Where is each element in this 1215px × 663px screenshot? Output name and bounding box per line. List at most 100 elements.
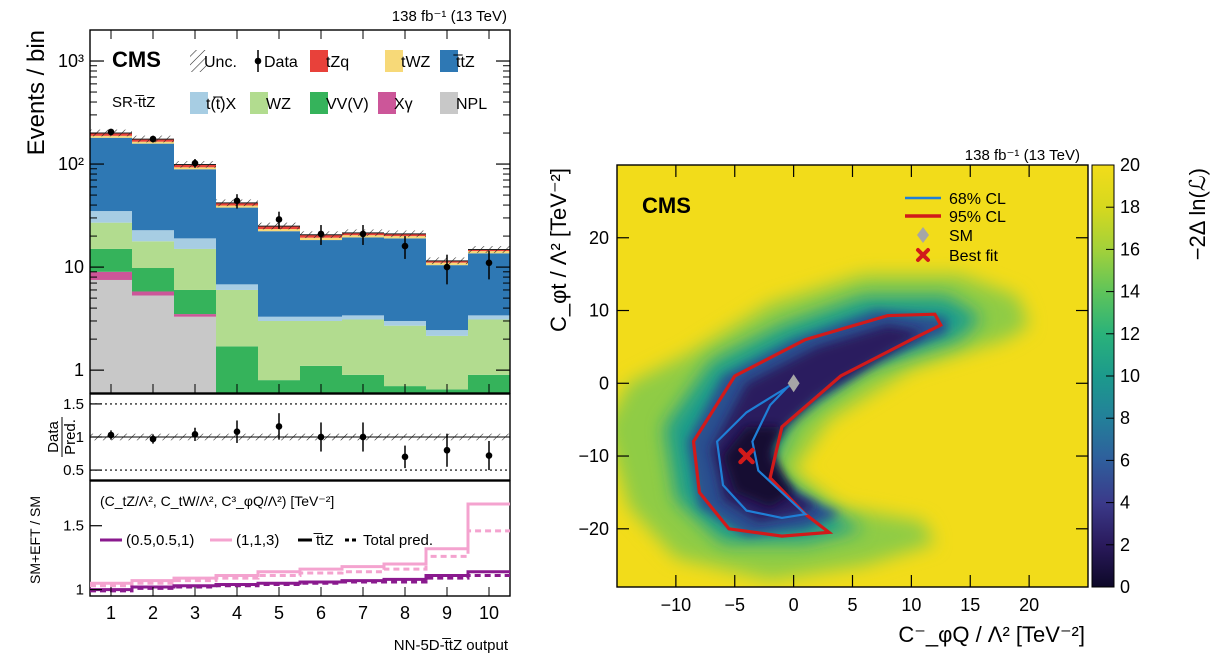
- ratio-point: [275, 423, 283, 430]
- eft-legend-label: (0.5,0.5,1): [126, 532, 194, 549]
- map-y-tick-label: 20: [589, 228, 609, 248]
- eft-header: (C_tZ/Λ², C_tW/Λ², C³_φQ/Λ²) [TeV⁻²]: [100, 493, 334, 509]
- eft-x-tick-label: 8: [400, 603, 410, 623]
- hist-bar-t(t̅)X: [216, 284, 258, 290]
- map-y-tick-label: −10: [578, 446, 609, 466]
- ratio-point: [317, 433, 325, 441]
- eft-y-axis-label: SM+EFT / SM: [27, 496, 43, 584]
- hist-data-point: [359, 230, 367, 238]
- hist-data-point: [485, 259, 493, 267]
- hist-y-tick-label: 10²: [58, 154, 84, 174]
- hist-bar-t̅tZ: [174, 169, 216, 239]
- legend-label: VV(V): [326, 96, 369, 113]
- colorbar-tick-label: 18: [1120, 197, 1140, 217]
- ratio-point: [359, 433, 367, 441]
- eft-legend-label: Total pred.: [363, 532, 433, 549]
- hist-bar-NPL: [90, 279, 132, 393]
- hist-bar-tWZ: [258, 229, 300, 232]
- legend-swatch-t̅tZ: [440, 50, 458, 72]
- legend-label: Data: [264, 54, 298, 71]
- colorbar-tick-label: 4: [1120, 493, 1130, 513]
- legend-label: tWZ: [401, 54, 431, 71]
- hist-bar-t(t̅)X: [468, 315, 510, 320]
- ratio-y-tick-label: 1.5: [63, 396, 84, 413]
- eft-x-tick-label: 2: [148, 603, 158, 623]
- hist-data-point: [233, 197, 241, 205]
- hist-data-point: [317, 230, 325, 238]
- eft-step-lines: [90, 502, 510, 593]
- map-x-tick-label: 5: [847, 595, 857, 615]
- eft-x-tick-label: 3: [190, 603, 200, 623]
- map-legend-label: Best fit: [949, 248, 998, 265]
- map-legend-cross: [916, 248, 930, 262]
- hist-bar-t̅tZ: [132, 143, 174, 231]
- map-lumi-label: 138 fb⁻¹ (13 TeV): [965, 147, 1080, 164]
- eft-x-tick-label: 6: [316, 603, 326, 623]
- main-histogram: 138 fb⁻¹ (13 TeV) 1 10 10² 10³ Events / bin…: [23, 8, 511, 394]
- sm-marker: [787, 374, 800, 393]
- hist-bar-NPL: [174, 316, 216, 393]
- eft-x-tick-label: 9: [442, 603, 452, 623]
- colorbar-label: −2Δ ln(ℒ): [1185, 168, 1210, 260]
- map-x-axis: −10 −5 0 5 10 15 20: [661, 165, 1039, 615]
- ratio-y-axis: 0.5 1 1.5: [63, 396, 102, 479]
- hist-legend: CMS SR-t̅tZ Unc. Data tZq tWZ t̅tZ t(t̅)X WZ VV…: [112, 47, 487, 114]
- hist-frame: [89, 29, 511, 394]
- eft-x-axis: 1 2 3 4 5 6 7 8 9 10: [106, 587, 499, 623]
- hist-bar-WZ: [258, 320, 300, 381]
- hist-bar-VV(V): [468, 374, 510, 393]
- ratio-panel: 0.5 1 1.5 Data Pred.: [45, 393, 511, 481]
- hist-bar-t(t̅)X: [90, 211, 132, 223]
- ratio-point: [107, 431, 115, 439]
- legend-label: Xγ: [394, 96, 413, 113]
- hist-data-point: [191, 159, 199, 167]
- hist-bar-t(t̅)X: [174, 238, 216, 249]
- map-legend-diamond: [917, 227, 929, 243]
- hist-bar-NPL: [132, 295, 174, 393]
- hist-bar-WZ: [384, 325, 426, 387]
- legend-label: Unc.: [204, 54, 237, 71]
- map-x-tick-label: 10: [901, 595, 921, 615]
- hist-bar-t(t̅)X: [300, 316, 342, 321]
- map-x-tick-label: 15: [960, 595, 980, 615]
- map-x-tick-label: −5: [724, 595, 745, 615]
- eft-y-tick-label: 1: [76, 582, 84, 599]
- hist-data-point: [401, 242, 409, 250]
- ratio-point: [401, 453, 409, 461]
- eft-x-tick-label: 10: [479, 603, 499, 623]
- hist-bar-Xγ: [90, 271, 132, 280]
- legend-label: t̅tZ: [453, 54, 475, 71]
- map-x-tick-label: −10: [661, 595, 692, 615]
- hist-data-points: [107, 128, 493, 285]
- contour-68-cl: [715, 380, 808, 520]
- ratio-ylabel-bottom: Pred.: [62, 419, 79, 455]
- hist-bar-WZ: [426, 335, 468, 390]
- map-y-tick-label: 0: [599, 373, 609, 393]
- ratio-point: [233, 428, 241, 436]
- map-y-tick-label: −20: [578, 519, 609, 539]
- hist-bar-WZ: [174, 248, 216, 290]
- eft-line-(1,1,3) t̅tZ: [90, 502, 510, 585]
- legend-label: tZq: [326, 54, 349, 71]
- hist-x-axis-ticks: [110, 30, 490, 393]
- ratio-y-tick-label: 0.5: [63, 462, 84, 479]
- hist-data-point: [443, 263, 451, 271]
- hist-bar-VV(V): [342, 374, 384, 393]
- colorbar-tick-label: 10: [1120, 366, 1140, 386]
- ratio-point: [149, 435, 157, 443]
- colorbar-tick-label: 8: [1120, 408, 1130, 428]
- hist-bar-t(t̅)X: [258, 316, 300, 321]
- colorbar-tick-label: 12: [1120, 324, 1140, 344]
- ratio-point: [191, 431, 199, 438]
- ratio-point: [485, 452, 493, 459]
- hist-bar-Xγ: [132, 291, 174, 296]
- hist-bar-WZ: [468, 319, 510, 375]
- hist-bar-VV(V): [90, 248, 132, 272]
- ratio-y-tick-label: 1: [76, 429, 84, 446]
- colorbar-tick-label: 2: [1120, 535, 1130, 555]
- hist-bar-WZ: [132, 241, 174, 269]
- legend-swatch-NPL: [440, 92, 458, 114]
